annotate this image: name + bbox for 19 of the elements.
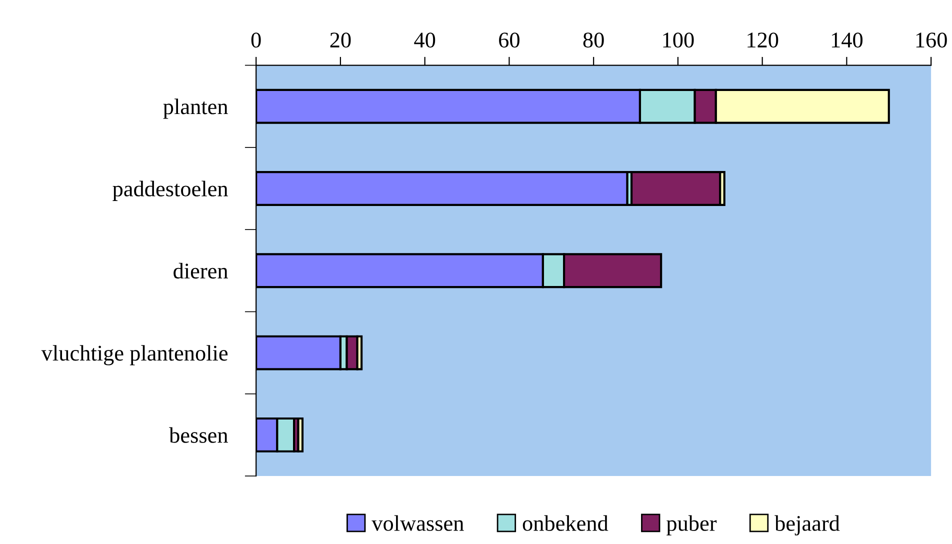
x-tick-label: 140 [832,32,863,48]
x-tick-label: 40 [414,32,436,48]
x-tick-label: 60 [499,32,520,48]
y-tick-label: bessen [169,427,228,443]
x-tick-label: 20 [330,32,351,48]
legend-label: bejaard [774,515,840,536]
y-tick-label: dieren [174,262,228,279]
y-tick-label: paddestoelen [112,180,228,201]
x-tick-label: 0 [251,32,261,48]
y-tick-label: vluchtige plantenolie [41,345,228,366]
y-tick-label: planten [163,98,228,119]
bar [297,417,304,452]
x-tick-label: 160 [916,32,947,48]
legend-label: volwassen [372,515,464,531]
x-tick-label: 80 [583,32,604,48]
legend-label: onbekend [522,515,608,531]
x-tick-label: 120 [748,32,778,48]
legend-label: puber [666,515,717,536]
x-tick-label: 100 [663,32,694,48]
